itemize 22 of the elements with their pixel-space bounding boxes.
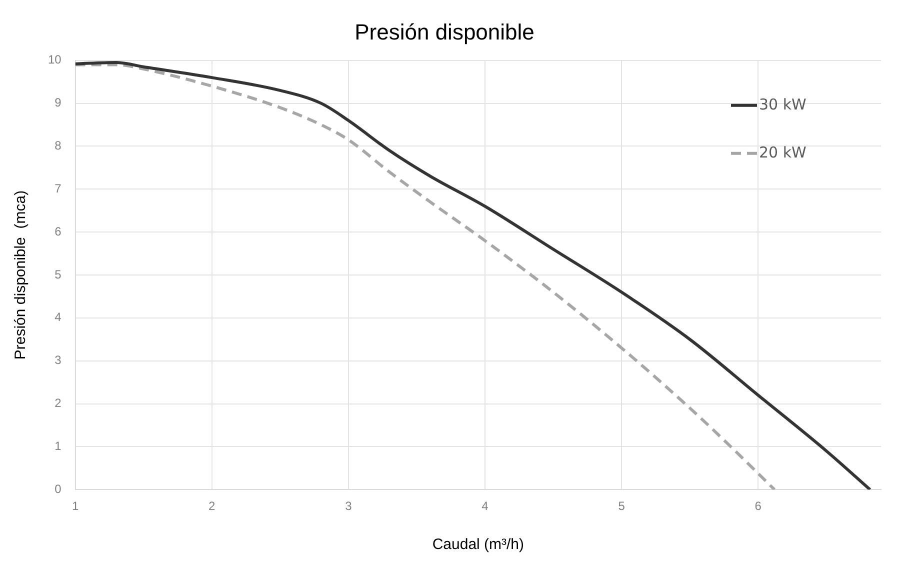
y-axis-title: Presión disponible (mca) [12,190,30,360]
x-tick-label: 3 [345,499,352,514]
legend-label: 20 kW [759,143,807,162]
x-tick-label: 1 [72,499,80,514]
y-tick-label: 1 [54,438,62,453]
y-tick-label: 2 [54,396,62,410]
y-tick-label: 4 [54,310,62,324]
y-tick-label: 0 [54,482,62,496]
x-tick-label: 6 [754,499,762,514]
y-tick-label: 9 [54,96,62,110]
x-axis-title: Caudal (m³/h) [432,536,524,554]
y-tick-label: 10 [48,52,62,67]
x-tick-label: 2 [208,499,216,514]
x-tick-label: 4 [482,499,489,514]
y-tick-label: 6 [54,224,62,238]
legend-label: 30 kW [759,95,807,114]
chart-title: Presión disponible [354,19,534,44]
x-tick-label: 5 [618,499,626,514]
y-tick-label: 8 [54,138,62,153]
y-tick-label: 7 [54,181,62,196]
y-tick-label: 3 [54,353,62,368]
y-tick-label: 5 [54,267,62,282]
